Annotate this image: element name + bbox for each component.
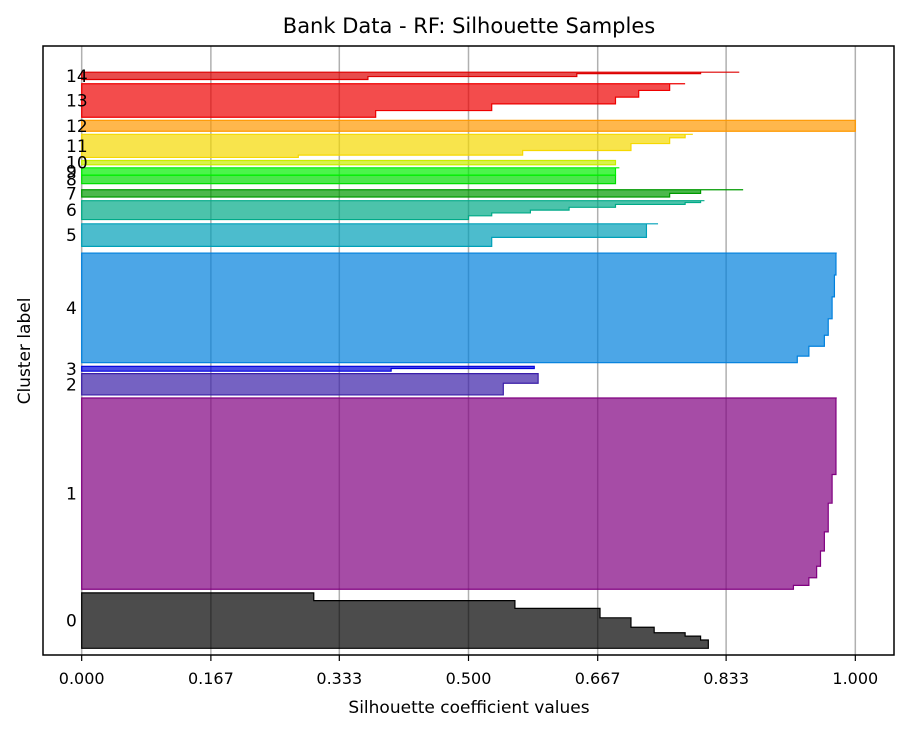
x-tick-label: 0.333 <box>316 669 362 688</box>
cluster-label: 9 <box>66 162 77 182</box>
x-axis-ticks: 0.000 0.167 0.333 0.500 0.667 0.833 1.000 <box>59 655 878 688</box>
cluster-label: 5 <box>66 226 77 246</box>
cluster-label: 0 <box>66 612 77 632</box>
y-axis-label: Cluster label <box>15 298 35 405</box>
cluster-8-silhouette <box>81 174 617 185</box>
cluster-1-silhouette <box>81 397 837 590</box>
x-tick-label: 0.000 <box>59 669 105 688</box>
cluster-label: 6 <box>66 201 77 221</box>
cluster-label: 13 <box>66 92 88 112</box>
cluster-label: 3 <box>66 360 77 380</box>
chart-title: Bank Data - RF: Silhouette Samples <box>283 14 655 38</box>
cluster-3-silhouette <box>81 365 535 372</box>
x-tick-label: 0.500 <box>446 669 492 688</box>
cluster-11-silhouette <box>81 133 693 159</box>
cluster-label: 4 <box>66 299 77 319</box>
cluster-5-silhouette <box>81 223 659 247</box>
x-tick-label: 0.833 <box>703 669 749 688</box>
x-axis-label: Silhouette coefficient values <box>348 698 589 718</box>
cluster-2-silhouette <box>81 373 539 396</box>
cluster-0-silhouette <box>81 592 709 649</box>
cluster-label: 14 <box>66 67 88 87</box>
cluster-13-silhouette <box>81 83 686 118</box>
cluster-label: 8 <box>66 170 77 190</box>
cluster-9-silhouette <box>81 167 620 176</box>
cluster-label: 10 <box>66 154 88 174</box>
x-tick-label: 0.167 <box>188 669 234 688</box>
cluster-label: 1 <box>66 485 77 505</box>
cluster-label: 7 <box>66 184 77 204</box>
cluster-14-silhouette <box>81 71 740 81</box>
x-tick-label: 1.000 <box>832 669 878 688</box>
cluster-silhouettes <box>81 71 856 649</box>
cluster-label: 12 <box>66 117 88 137</box>
cluster-label: 11 <box>66 137 88 157</box>
cluster-10-silhouette <box>81 159 617 166</box>
cluster-label: 2 <box>66 375 77 395</box>
x-tick-label: 0.667 <box>575 669 621 688</box>
cluster-4-silhouette <box>81 252 837 364</box>
cluster-12-silhouette <box>81 119 856 132</box>
cluster-6-silhouette <box>81 200 705 221</box>
cluster-7-silhouette <box>81 189 744 198</box>
